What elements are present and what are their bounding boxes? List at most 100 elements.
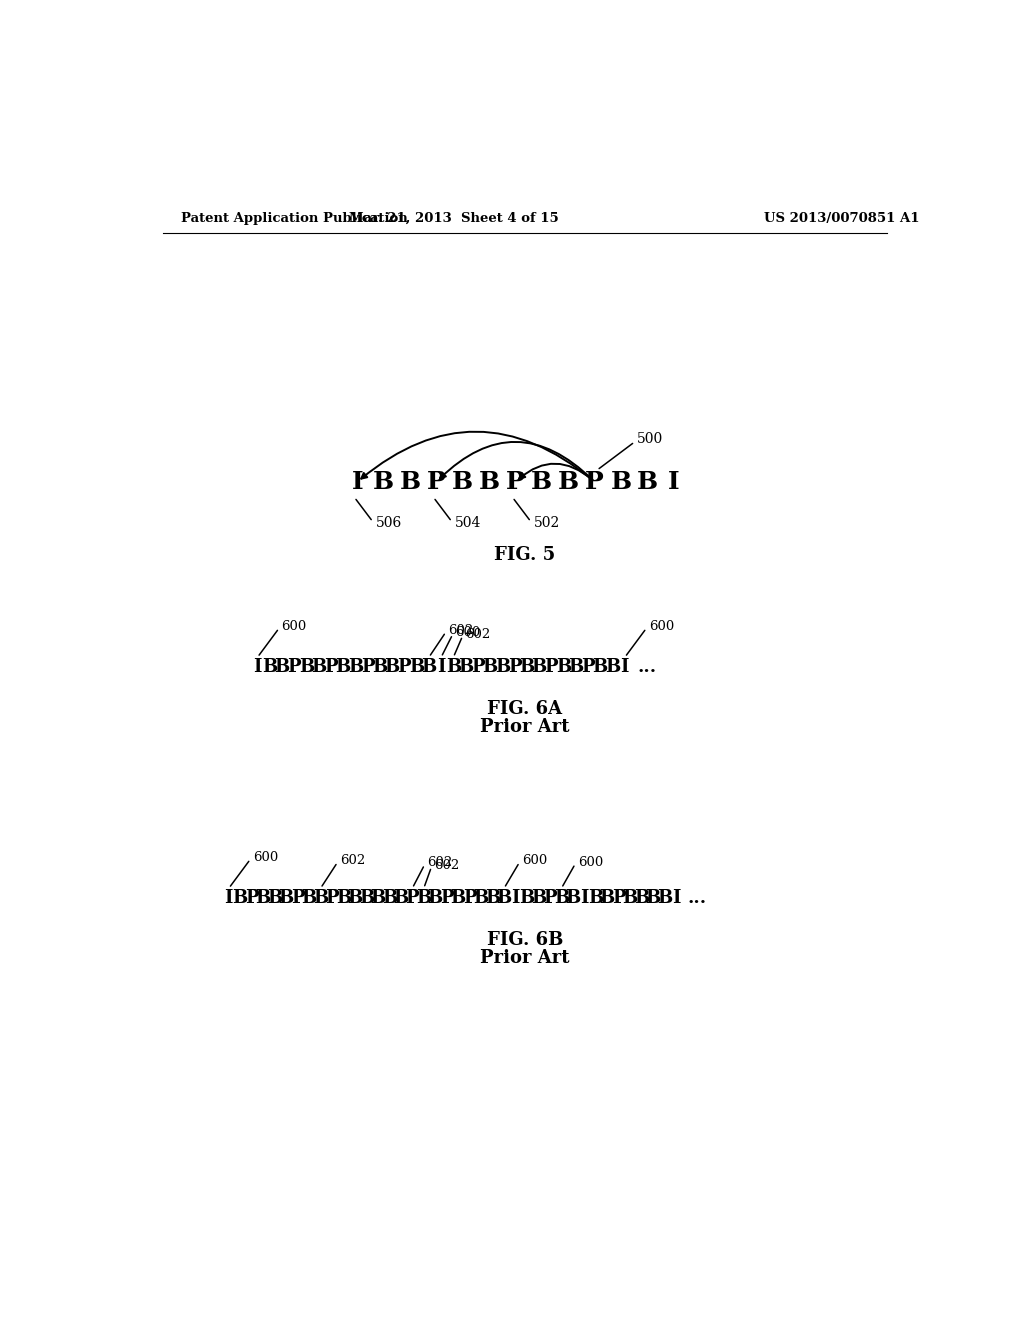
Text: B: B bbox=[347, 888, 362, 907]
Text: B: B bbox=[588, 888, 603, 907]
Text: 600: 600 bbox=[578, 855, 603, 869]
Text: I: I bbox=[511, 888, 520, 907]
Text: I: I bbox=[621, 657, 629, 676]
Text: B: B bbox=[256, 888, 270, 907]
Text: 506: 506 bbox=[376, 516, 402, 531]
Text: B: B bbox=[267, 888, 283, 907]
Text: Prior Art: Prior Art bbox=[480, 949, 569, 966]
Text: B: B bbox=[558, 470, 579, 494]
Text: 600: 600 bbox=[455, 626, 480, 639]
Text: 600: 600 bbox=[522, 854, 547, 867]
Text: I: I bbox=[351, 470, 364, 494]
Text: B: B bbox=[421, 657, 436, 676]
Text: B: B bbox=[623, 888, 638, 907]
Text: B: B bbox=[384, 657, 399, 676]
Text: P: P bbox=[471, 657, 484, 676]
Text: 504: 504 bbox=[455, 516, 481, 531]
Text: B: B bbox=[373, 470, 394, 494]
Text: P: P bbox=[545, 657, 558, 676]
Text: B: B bbox=[274, 657, 290, 676]
Text: B: B bbox=[313, 888, 328, 907]
Text: B: B bbox=[262, 657, 278, 676]
Text: P: P bbox=[463, 888, 476, 907]
Text: B: B bbox=[519, 657, 535, 676]
Text: P: P bbox=[291, 888, 304, 907]
Text: B: B bbox=[593, 657, 608, 676]
Text: US 2013/0070851 A1: US 2013/0070851 A1 bbox=[764, 213, 919, 224]
Text: B: B bbox=[610, 470, 632, 494]
Text: B: B bbox=[565, 888, 581, 907]
Text: P: P bbox=[406, 888, 419, 907]
Text: Prior Art: Prior Art bbox=[480, 718, 569, 735]
Text: 602: 602 bbox=[434, 859, 459, 871]
Text: 602: 602 bbox=[465, 628, 490, 640]
Text: P: P bbox=[612, 888, 626, 907]
Text: P: P bbox=[326, 888, 339, 907]
Text: B: B bbox=[445, 657, 461, 676]
Text: B: B bbox=[311, 657, 327, 676]
Text: ...: ... bbox=[687, 888, 707, 907]
Text: B: B bbox=[634, 888, 649, 907]
Text: 502: 502 bbox=[535, 516, 560, 531]
Text: B: B bbox=[393, 888, 409, 907]
Text: B: B bbox=[301, 888, 316, 907]
Text: B: B bbox=[232, 888, 248, 907]
Text: B: B bbox=[458, 657, 473, 676]
Text: B: B bbox=[279, 888, 294, 907]
Text: P: P bbox=[427, 470, 445, 494]
Text: B: B bbox=[453, 470, 473, 494]
Text: B: B bbox=[382, 888, 397, 907]
Text: B: B bbox=[358, 888, 374, 907]
Text: 602: 602 bbox=[340, 854, 366, 867]
Text: B: B bbox=[497, 888, 512, 907]
Text: B: B bbox=[409, 657, 424, 676]
Text: FIG. 6A: FIG. 6A bbox=[487, 700, 562, 718]
Text: P: P bbox=[324, 657, 338, 676]
Text: P: P bbox=[360, 657, 375, 676]
Text: B: B bbox=[336, 657, 351, 676]
Text: B: B bbox=[554, 888, 569, 907]
Text: P: P bbox=[288, 657, 301, 676]
Text: 602: 602 bbox=[427, 857, 453, 870]
Text: P: P bbox=[508, 657, 521, 676]
Text: ...: ... bbox=[637, 657, 656, 676]
Text: B: B bbox=[451, 888, 466, 907]
Text: B: B bbox=[478, 470, 500, 494]
Text: B: B bbox=[428, 888, 442, 907]
Text: I: I bbox=[668, 470, 679, 494]
Text: B: B bbox=[637, 470, 657, 494]
Text: I: I bbox=[224, 888, 233, 907]
Text: B: B bbox=[482, 657, 498, 676]
Text: B: B bbox=[531, 470, 552, 494]
Text: Mar. 21, 2013  Sheet 4 of 15: Mar. 21, 2013 Sheet 4 of 15 bbox=[348, 213, 558, 224]
Text: 600: 600 bbox=[253, 851, 279, 865]
Text: 602: 602 bbox=[449, 624, 473, 638]
Text: B: B bbox=[399, 470, 421, 494]
Text: P: P bbox=[582, 657, 595, 676]
Text: B: B bbox=[657, 888, 672, 907]
Text: P: P bbox=[506, 470, 525, 494]
Text: I: I bbox=[580, 888, 589, 907]
Text: FIG. 6B: FIG. 6B bbox=[486, 931, 563, 949]
Text: B: B bbox=[519, 888, 535, 907]
Text: FIG. 5: FIG. 5 bbox=[495, 546, 555, 564]
Text: B: B bbox=[373, 657, 387, 676]
Text: P: P bbox=[245, 888, 258, 907]
Text: B: B bbox=[600, 888, 614, 907]
Text: B: B bbox=[495, 657, 510, 676]
Text: B: B bbox=[530, 888, 546, 907]
Text: P: P bbox=[397, 657, 412, 676]
Text: B: B bbox=[371, 888, 385, 907]
Text: B: B bbox=[645, 888, 660, 907]
Text: 600: 600 bbox=[649, 620, 674, 634]
Text: 500: 500 bbox=[637, 433, 664, 446]
Text: P: P bbox=[440, 888, 454, 907]
Text: P: P bbox=[585, 470, 604, 494]
Text: B: B bbox=[556, 657, 571, 676]
Text: B: B bbox=[299, 657, 314, 676]
Text: Patent Application Publication: Patent Application Publication bbox=[180, 213, 408, 224]
Text: B: B bbox=[605, 657, 621, 676]
Text: I: I bbox=[672, 888, 680, 907]
Text: P: P bbox=[543, 888, 557, 907]
Text: B: B bbox=[336, 888, 351, 907]
